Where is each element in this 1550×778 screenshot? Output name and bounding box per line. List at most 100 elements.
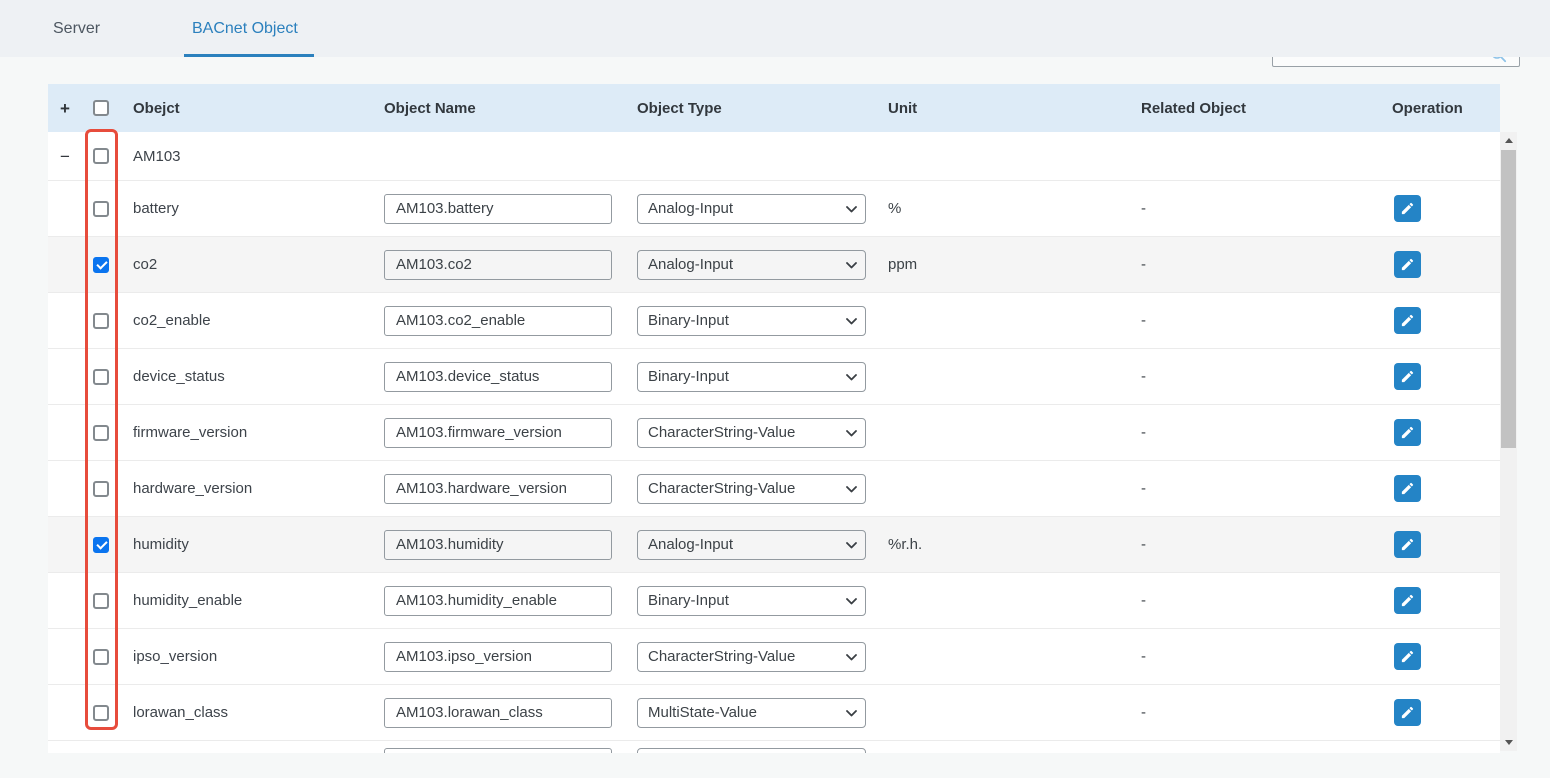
pencil-icon [1401, 706, 1414, 719]
tab-bacnet-object[interactable]: BACnet Object [192, 20, 298, 37]
object-name-input[interactable] [384, 747, 612, 753]
col-header-operation: Operation [1392, 99, 1463, 117]
table-header-row: + Obejct Object Name Object Type Unit Re… [48, 84, 1500, 132]
row-checkbox[interactable] [93, 704, 109, 721]
object-label: co2_enable [133, 312, 211, 329]
table-row: firmware_version CharacterString-Value - [48, 404, 1500, 460]
edit-button[interactable] [1394, 195, 1421, 222]
edit-button[interactable] [1394, 643, 1421, 670]
vertical-scrollbar[interactable] [1500, 132, 1517, 751]
related-object-value: - [1141, 424, 1146, 441]
row-checkbox[interactable] [93, 480, 109, 497]
pencil-icon [1401, 594, 1414, 607]
related-object-value: - [1141, 648, 1146, 665]
tab-server[interactable]: Server [53, 20, 101, 37]
row-checkbox[interactable] [93, 424, 109, 441]
related-object-value: - [1141, 536, 1146, 553]
table-row: device_status Binary-Input - [48, 348, 1500, 404]
object-type-select[interactable]: CharacterString-Value [637, 417, 866, 448]
unit-value: %r.h. [888, 536, 923, 553]
row-checkbox[interactable] [93, 368, 109, 385]
col-header-object: Obejct [133, 99, 180, 117]
object-type-select[interactable]: Binary-Input [637, 585, 866, 616]
object-type-select[interactable]: Analog-Input [637, 529, 866, 560]
edit-button[interactable] [1394, 419, 1421, 446]
pencil-icon [1401, 202, 1414, 215]
collapse-group-icon[interactable]: − [60, 146, 70, 166]
pencil-icon [1401, 426, 1414, 439]
edit-button[interactable] [1394, 699, 1421, 726]
object-type-select[interactable]: MultiState-Value [637, 697, 866, 728]
scroll-up-icon[interactable] [1500, 132, 1517, 149]
object-name-input[interactable] [384, 417, 612, 448]
table-row: humidity Analog-Input %r.h. - [48, 516, 1500, 572]
object-label: humidity_enable [133, 592, 243, 609]
object-type-select[interactable]: Analog-Input [637, 249, 866, 280]
object-label: ipso_version [133, 648, 218, 665]
object-type-select[interactable]: Binary-Input [637, 305, 866, 336]
select-all-checkbox[interactable] [93, 100, 109, 116]
table-row: co2 Analog-Input ppm - [48, 236, 1500, 292]
object-label: lorawan_class [133, 704, 229, 721]
row-checkbox[interactable] [93, 536, 109, 553]
object-label: hardware_version [133, 480, 253, 497]
edit-button[interactable] [1394, 475, 1421, 502]
object-name-input[interactable] [384, 697, 612, 728]
related-object-value: - [1141, 200, 1146, 217]
object-name-input[interactable] [384, 249, 612, 280]
object-label: humidity [133, 536, 189, 553]
active-tab-underline [184, 54, 314, 57]
group-label: AM103 [133, 147, 181, 165]
edit-button[interactable] [1394, 531, 1421, 558]
row-checkbox[interactable] [93, 200, 109, 217]
pencil-icon [1401, 370, 1414, 383]
table-row: hardware_version CharacterString-Value - [48, 460, 1500, 516]
object-name-input[interactable] [384, 473, 612, 504]
row-checkbox[interactable] [93, 648, 109, 665]
row-checkbox[interactable] [93, 256, 109, 273]
object-type-select[interactable]: CharacterString-Value [637, 473, 866, 504]
edit-button[interactable] [1394, 587, 1421, 614]
scroll-down-icon[interactable] [1500, 734, 1517, 751]
object-name-input[interactable] [384, 585, 612, 616]
object-type-select[interactable]: Binary-Input [637, 361, 866, 392]
table-row: co2_enable Binary-Input - [48, 292, 1500, 348]
col-header-object-type: Object Type [637, 99, 722, 117]
table-row: ipso_version CharacterString-Value - [48, 628, 1500, 684]
scrollbar-thumb[interactable] [1501, 150, 1516, 448]
unit-value: % [888, 200, 902, 217]
col-header-unit: Unit [888, 99, 918, 117]
table-row: humidity_enable Binary-Input - [48, 572, 1500, 628]
object-type-select[interactable]: Analog-Input [637, 193, 866, 224]
object-name-input[interactable] [384, 529, 612, 560]
edit-button[interactable] [1394, 363, 1421, 390]
row-checkbox[interactable] [93, 592, 109, 609]
related-object-value: - [1141, 256, 1146, 273]
object-type-select[interactable]: CharacterString-Value [637, 641, 866, 672]
edit-button[interactable] [1394, 251, 1421, 278]
pencil-icon [1401, 482, 1414, 495]
tab-bar: Server BACnet Object [0, 0, 1550, 57]
related-object-value: - [1141, 592, 1146, 609]
object-name-input[interactable] [384, 305, 612, 336]
pencil-icon [1401, 314, 1414, 327]
col-header-related-object: Related Object [1141, 99, 1247, 117]
table-body: battery Analog-Input % - co2 An [48, 180, 1500, 753]
row-checkbox[interactable] [93, 312, 109, 329]
pencil-icon [1401, 258, 1414, 271]
object-label: device_status [133, 368, 225, 385]
pencil-icon [1401, 538, 1414, 551]
group-checkbox[interactable] [93, 148, 109, 164]
object-name-input[interactable] [384, 641, 612, 672]
object-label: battery [133, 200, 179, 217]
object-label: firmware_version [133, 424, 248, 441]
related-object-value: - [1141, 704, 1146, 721]
object-type-select[interactable] [637, 747, 866, 753]
col-header-object-name: Object Name [384, 99, 476, 117]
table-row: lorawan_class MultiState-Value - [48, 684, 1500, 740]
edit-button[interactable] [1394, 307, 1421, 334]
object-name-input[interactable] [384, 193, 612, 224]
related-object-value: - [1141, 480, 1146, 497]
object-name-input[interactable] [384, 361, 612, 392]
expand-all-icon[interactable]: + [60, 98, 70, 118]
